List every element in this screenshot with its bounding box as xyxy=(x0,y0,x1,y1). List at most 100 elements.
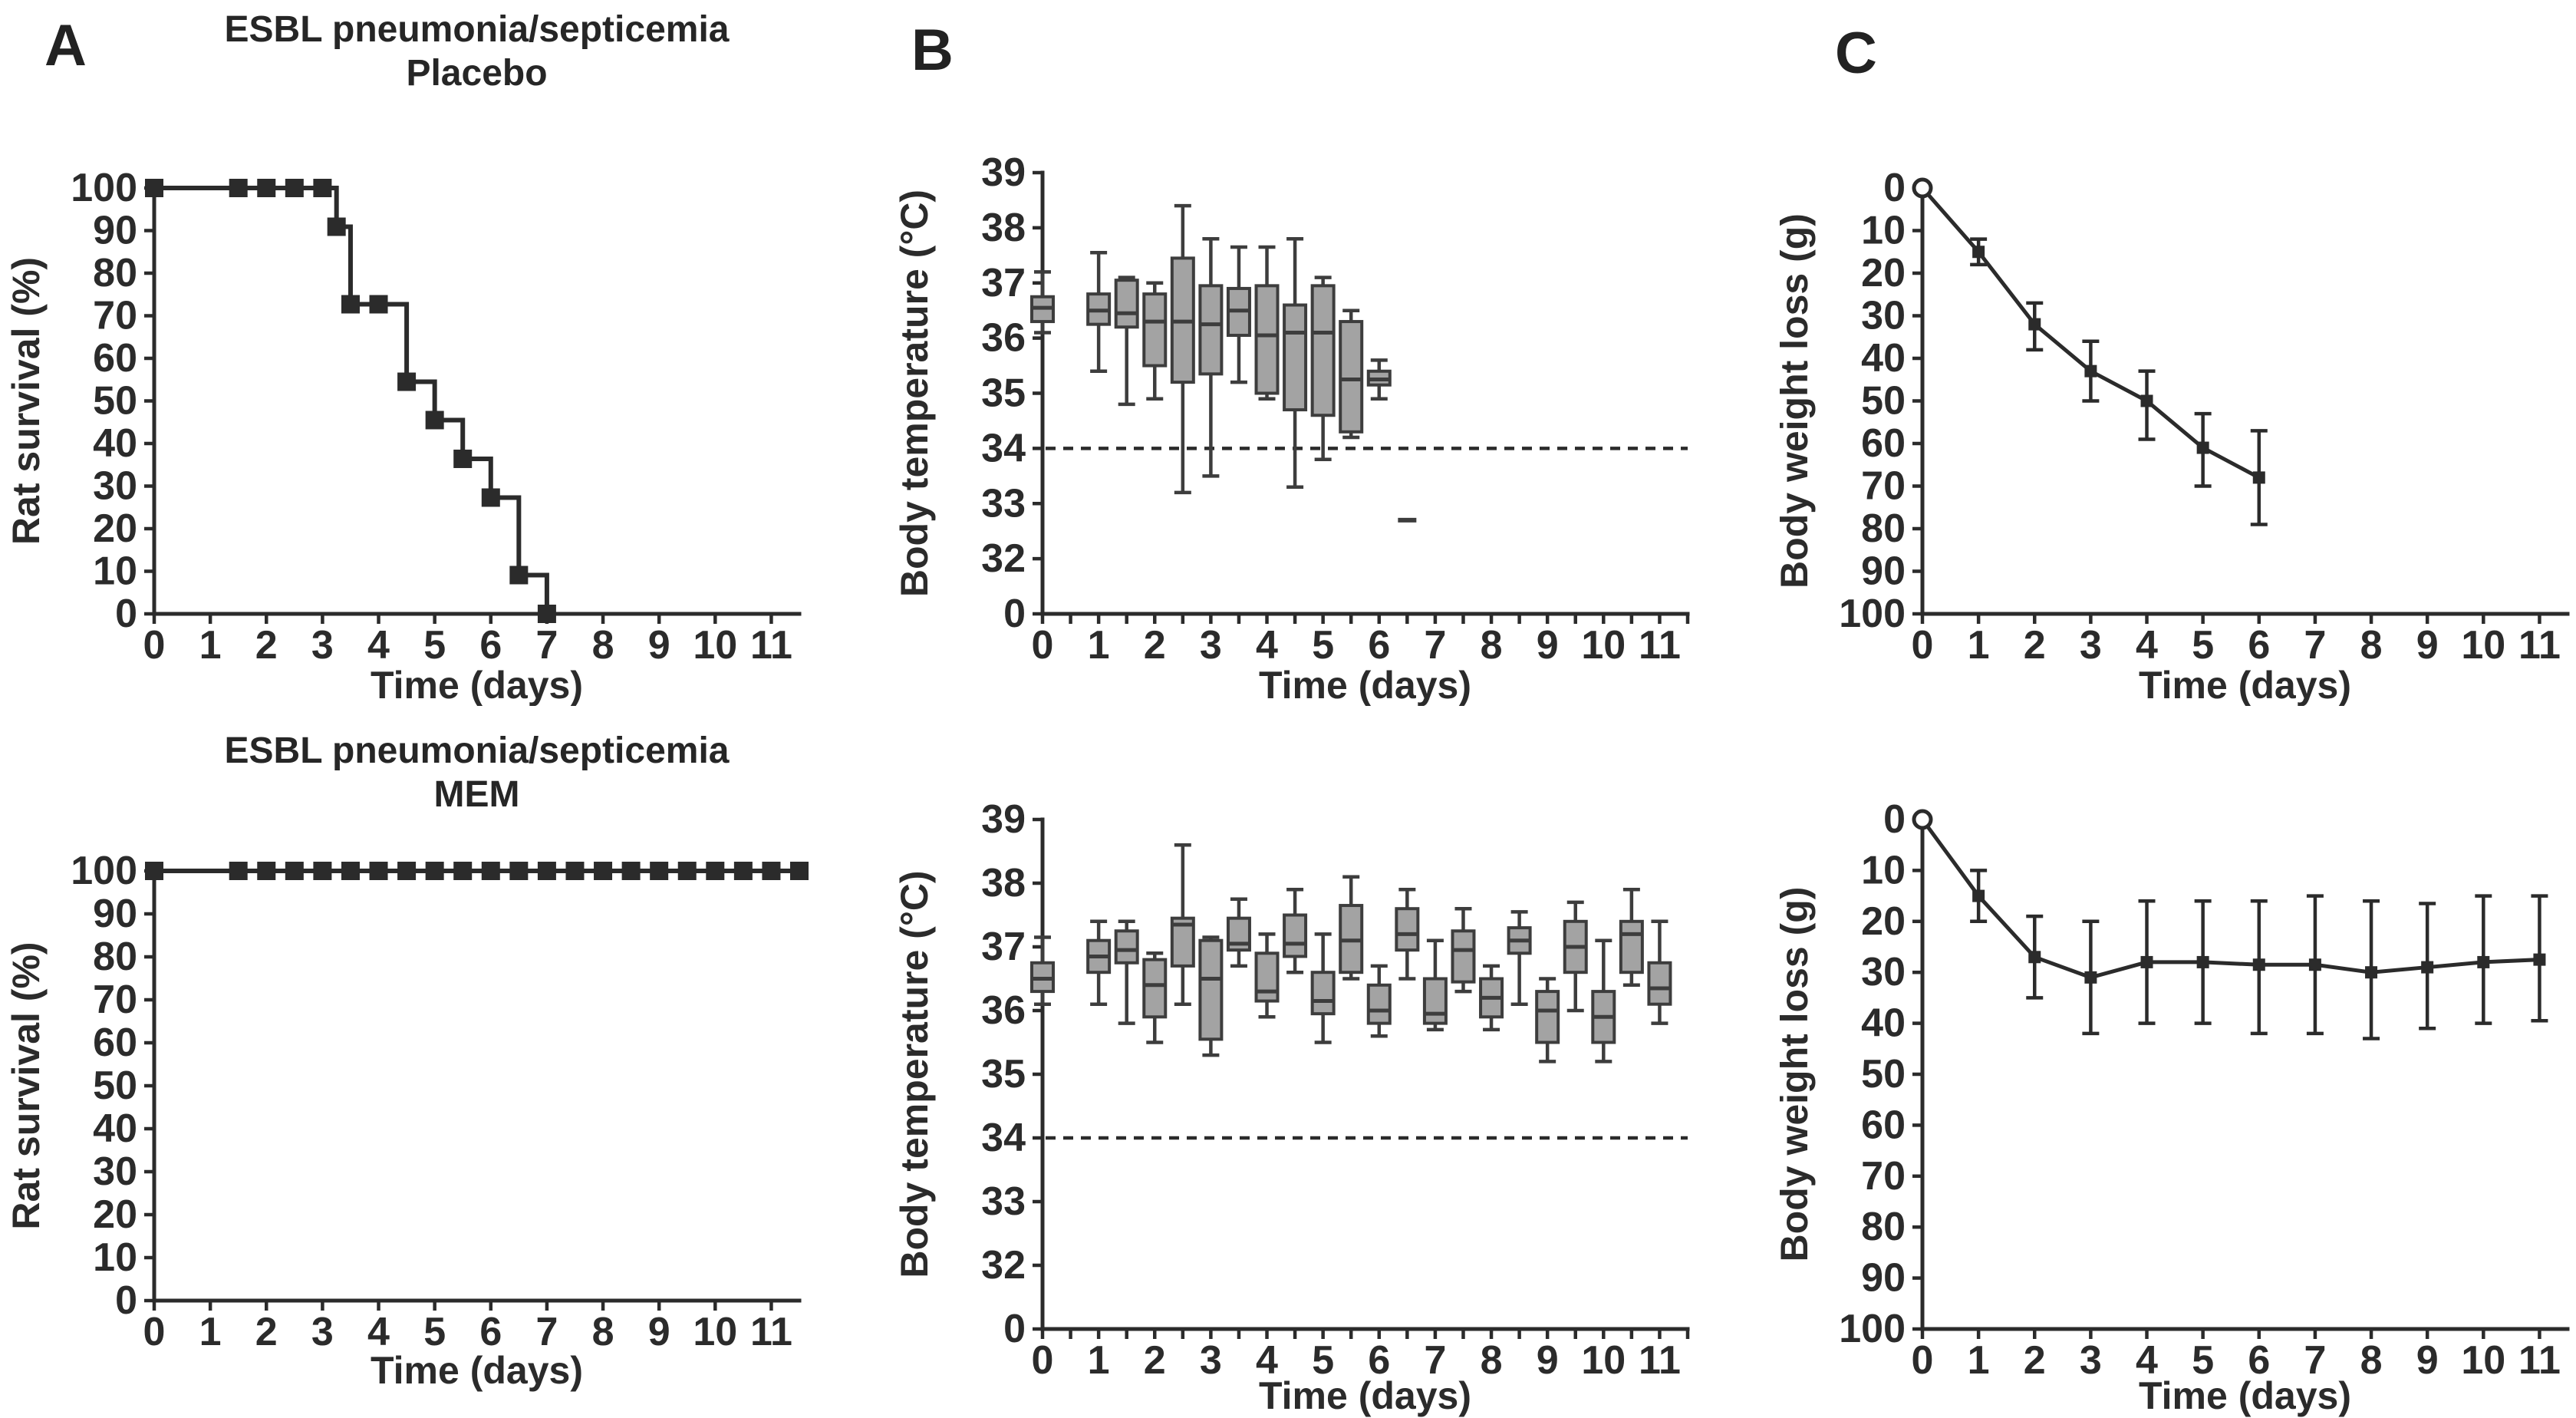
svg-text:30: 30 xyxy=(1861,294,1906,338)
svg-text:8: 8 xyxy=(2360,623,2383,668)
svg-text:3: 3 xyxy=(311,623,334,668)
svg-text:Time (days): Time (days) xyxy=(1259,664,1471,706)
box xyxy=(1198,938,1224,1041)
svg-text:2: 2 xyxy=(1144,1338,1166,1383)
box xyxy=(1422,977,1448,1025)
box xyxy=(1339,320,1364,434)
box xyxy=(1619,919,1644,974)
svg-text:70: 70 xyxy=(93,978,137,1022)
svg-text:30: 30 xyxy=(1861,950,1906,994)
svg-text:5: 5 xyxy=(423,623,446,668)
box xyxy=(1310,971,1336,1016)
svg-text:Time (days): Time (days) xyxy=(1259,1374,1471,1417)
svg-text:2: 2 xyxy=(1144,623,1166,668)
svg-text:5: 5 xyxy=(423,1310,446,1354)
svg-text:7: 7 xyxy=(1424,623,1446,668)
svg-text:4: 4 xyxy=(367,623,390,668)
box xyxy=(1535,990,1560,1044)
svg-text:11: 11 xyxy=(2518,1338,2561,1383)
svg-text:10: 10 xyxy=(693,623,737,668)
svg-text:37: 37 xyxy=(981,261,1026,305)
svg-text:11: 11 xyxy=(1639,1338,1681,1383)
svg-text:2: 2 xyxy=(2024,1338,2046,1383)
svg-text:5: 5 xyxy=(2192,623,2214,668)
open-circle-marker xyxy=(1912,177,1933,199)
svg-text:10: 10 xyxy=(693,1310,737,1354)
svg-text:2: 2 xyxy=(255,1310,278,1354)
square-marker xyxy=(2196,955,2209,968)
body-temperature-mem-tick-marks xyxy=(1033,817,1690,1339)
svg-text:32: 32 xyxy=(981,1243,1026,1288)
svg-text:0: 0 xyxy=(1032,1338,1054,1383)
square-marker xyxy=(2252,471,2265,484)
open-circle-marker xyxy=(1912,809,1933,830)
svg-text:9: 9 xyxy=(648,1310,670,1354)
svg-text:4: 4 xyxy=(1256,623,1278,668)
svg-text:80: 80 xyxy=(93,251,137,295)
svg-text:3: 3 xyxy=(2080,623,2102,668)
svg-text:39: 39 xyxy=(981,797,1026,842)
svg-text:0: 0 xyxy=(1883,166,1906,210)
svg-text:6: 6 xyxy=(479,623,502,668)
svg-text:7: 7 xyxy=(2304,623,2326,668)
rat-survival-mem-tick-marks xyxy=(144,869,773,1311)
box xyxy=(1283,303,1308,412)
svg-text:0: 0 xyxy=(1003,592,1026,636)
rat-survival-placebo-survival-curve xyxy=(145,179,556,623)
svg-text:Time (days): Time (days) xyxy=(371,1349,583,1392)
svg-text:Rat survival (%): Rat survival (%) xyxy=(5,941,48,1229)
box xyxy=(1114,929,1139,965)
svg-text:10: 10 xyxy=(2461,1338,2505,1383)
svg-text:3: 3 xyxy=(311,1310,334,1354)
square-marker xyxy=(1972,246,1985,259)
svg-text:8: 8 xyxy=(1481,1338,1503,1383)
svg-text:50: 50 xyxy=(1861,1052,1906,1096)
svg-text:11: 11 xyxy=(2518,623,2561,668)
square-marker xyxy=(2140,394,2153,407)
body-weight-loss-mem-tick-marks xyxy=(1912,817,2541,1339)
svg-text:20: 20 xyxy=(93,1192,137,1237)
svg-text:10: 10 xyxy=(93,549,137,594)
svg-text:10: 10 xyxy=(2461,623,2505,668)
title-survival-placebo: ESBL pneumonia/septicemia Placebo xyxy=(154,8,799,95)
box xyxy=(1395,907,1420,952)
svg-text:100: 100 xyxy=(1839,592,1906,636)
svg-text:10: 10 xyxy=(1861,848,1906,892)
svg-text:0: 0 xyxy=(143,623,166,668)
svg-text:Time (days): Time (days) xyxy=(2139,664,2351,706)
svg-text:36: 36 xyxy=(981,988,1026,1033)
svg-text:90: 90 xyxy=(1861,549,1906,594)
svg-text:4: 4 xyxy=(367,1310,390,1354)
svg-text:Body weight loss (g): Body weight loss (g) xyxy=(1780,887,1816,1262)
svg-text:90: 90 xyxy=(93,892,137,936)
title-survival-mem: ESBL pneumonia/septicemia MEM xyxy=(154,729,799,816)
svg-text:4: 4 xyxy=(2136,1338,2158,1383)
svg-text:70: 70 xyxy=(1861,1154,1906,1199)
svg-text:0: 0 xyxy=(1003,1307,1026,1351)
svg-text:9: 9 xyxy=(648,623,670,668)
box xyxy=(1254,284,1280,395)
square-marker xyxy=(2028,318,2041,331)
svg-text:8: 8 xyxy=(2360,1338,2383,1383)
body-weight-loss-placebo-series xyxy=(1912,177,2268,526)
svg-text:4: 4 xyxy=(1256,1338,1278,1383)
square-marker xyxy=(2252,958,2265,971)
svg-text:5: 5 xyxy=(2192,1338,2214,1383)
svg-text:39: 39 xyxy=(981,150,1026,195)
svg-text:20: 20 xyxy=(1861,899,1906,944)
svg-text:Time (days): Time (days) xyxy=(2139,1374,2351,1417)
svg-text:33: 33 xyxy=(981,481,1026,526)
square-marker xyxy=(2477,955,2490,968)
svg-text:90: 90 xyxy=(1861,1256,1906,1301)
svg-text:60: 60 xyxy=(1861,1103,1906,1147)
svg-text:9: 9 xyxy=(2416,1338,2439,1383)
svg-text:90: 90 xyxy=(93,209,137,253)
